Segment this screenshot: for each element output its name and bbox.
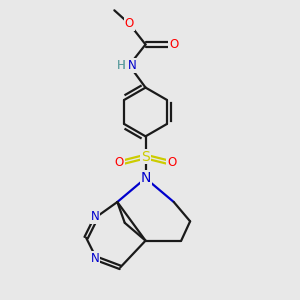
Text: N: N [91, 252, 99, 265]
Text: N: N [128, 59, 136, 72]
Text: N: N [91, 210, 99, 224]
Text: O: O [169, 38, 178, 51]
Text: O: O [167, 156, 176, 169]
Text: O: O [124, 17, 134, 30]
Text: N: N [128, 59, 136, 72]
Text: O: O [115, 156, 124, 169]
Text: N: N [91, 252, 99, 265]
Text: H: H [116, 59, 125, 72]
Text: O: O [167, 156, 176, 169]
Text: O: O [124, 17, 134, 30]
Text: N: N [91, 210, 99, 224]
Text: O: O [169, 38, 178, 51]
Text: N: N [140, 171, 151, 185]
Text: S: S [141, 149, 150, 164]
Text: H: H [116, 59, 125, 72]
Text: O: O [115, 156, 124, 169]
Text: S: S [141, 149, 150, 164]
Text: N: N [140, 171, 151, 185]
